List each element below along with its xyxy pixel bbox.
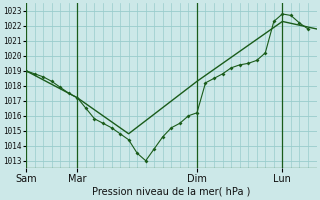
X-axis label: Pression niveau de la mer( hPa ): Pression niveau de la mer( hPa ) [92,187,251,197]
